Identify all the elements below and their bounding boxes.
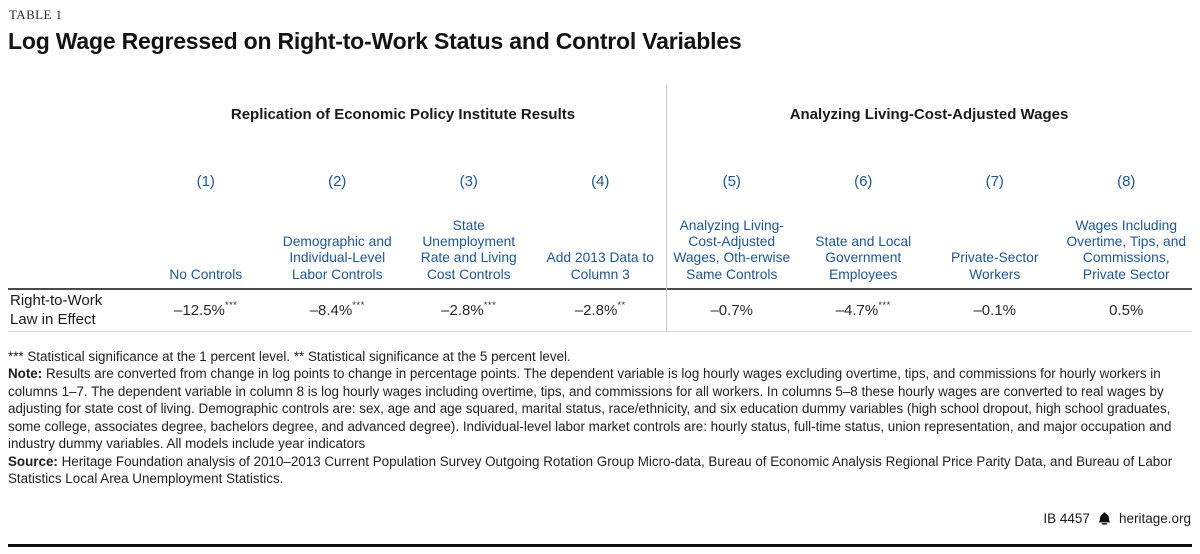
column-number-4: (4): [591, 173, 610, 190]
column-header-4: Add 2013 Data to Column 3: [546, 250, 654, 282]
spacer-cell: [8, 165, 140, 205]
column-group-header-row: Replication of Economic Policy Institute…: [8, 85, 1192, 165]
table-title: Log Wage Regressed on Right-to-Work Stat…: [8, 28, 742, 54]
coefficient-value: –4.7%: [835, 302, 879, 319]
source-text: Heritage Foundation analysis of 2010–201…: [8, 453, 1173, 486]
table-row: Right-to-Work Law in Effect –12.5% *** –8…: [8, 288, 1192, 332]
column-header-5: Analyzing Living-Cost-Adjusted Wages, Ot…: [673, 217, 791, 282]
coefficient-cell-2: –8.4% ***: [272, 290, 404, 331]
methodology-note: Note: Results are converted from change …: [8, 365, 1192, 452]
issue-brief-id: IB 4457: [1043, 511, 1090, 526]
column-number-6: (6): [854, 173, 873, 190]
page-footer: IB 4457 heritage.org: [1043, 511, 1191, 526]
note-label: Note:: [8, 366, 43, 382]
column-header-6: State and Local Government Employees: [815, 234, 912, 282]
significance-stars: ***: [878, 300, 891, 311]
column-number-5: (5): [722, 173, 741, 190]
significance-stars: ***: [483, 300, 497, 311]
column-number-row: (1) (2) (3) (4) (5) (6) (7) (8): [8, 165, 1192, 205]
footnotes: *** Statistical significance at the 1 pe…: [8, 348, 1192, 487]
coefficient-value: –0.1%: [973, 302, 1017, 319]
coefficient-cell-7: –0.1%: [929, 290, 1061, 331]
note-text: Results are converted from change in log…: [8, 366, 1172, 452]
coefficient-value: –2.8%: [574, 302, 618, 319]
coefficient-cell-5: –0.7%: [666, 290, 798, 331]
column-number-3: (3): [459, 173, 478, 190]
bottom-border-rule: [8, 544, 1192, 547]
table-number-kicker: TABLE 1: [9, 7, 63, 22]
significance-stars: ***: [224, 300, 238, 311]
column-header-1: No Controls: [169, 266, 243, 282]
coefficient-value: –12.5%: [174, 302, 225, 319]
liberty-bell-icon: [1097, 511, 1112, 526]
group-header-replication: Replication of Economic Policy Institute…: [230, 106, 576, 123]
coefficient-value: –0.7%: [710, 302, 754, 319]
coefficient-cell-4: –2.8% **: [535, 290, 667, 331]
significance-stars: **: [617, 300, 626, 311]
publisher-site: heritage.org: [1118, 511, 1191, 526]
coefficient-cell-8: 0.5%: [1061, 290, 1193, 331]
significance-stars: ***: [352, 300, 365, 311]
coefficient-value: –8.4%: [309, 302, 353, 319]
source-note: Source: Heritage Foundation analysis of …: [8, 453, 1192, 488]
coefficient-cell-3: –2.8% ***: [403, 290, 535, 331]
column-header-3: State Unemployment Rate and Living Cost …: [420, 217, 517, 282]
source-label: Source:: [8, 453, 58, 469]
spacer-cell: [8, 205, 140, 288]
row-label: Right-to-Work Law in Effect: [10, 291, 103, 328]
column-description-row: No Controls Demographic and Individual-L…: [8, 205, 1192, 288]
column-header-2: Demographic and Individual-Level Labor C…: [282, 234, 392, 282]
group-divider-line: [666, 85, 667, 332]
coefficient-value: –2.8%: [441, 302, 484, 319]
column-header-8: Wages Including Overtime, Tips, and Comm…: [1066, 217, 1187, 282]
column-number-1: (1): [196, 173, 215, 190]
coefficient-value: 0.5%: [1109, 302, 1144, 319]
group-header-cost-adjusted: Analyzing Living-Cost-Adjusted Wages: [789, 106, 1069, 123]
column-header-7: Private-Sector Workers: [951, 250, 1039, 282]
coefficient-cell-1: –12.5% ***: [140, 290, 272, 331]
significance-note: *** Statistical significance at the 1 pe…: [8, 349, 571, 364]
column-number-7: (7): [985, 173, 1004, 190]
coefficient-cell-6: –4.7% ***: [798, 290, 930, 331]
column-number-8: (8): [1117, 173, 1136, 190]
column-number-2: (2): [328, 173, 347, 190]
regression-table: Replication of Economic Policy Institute…: [8, 85, 1192, 332]
